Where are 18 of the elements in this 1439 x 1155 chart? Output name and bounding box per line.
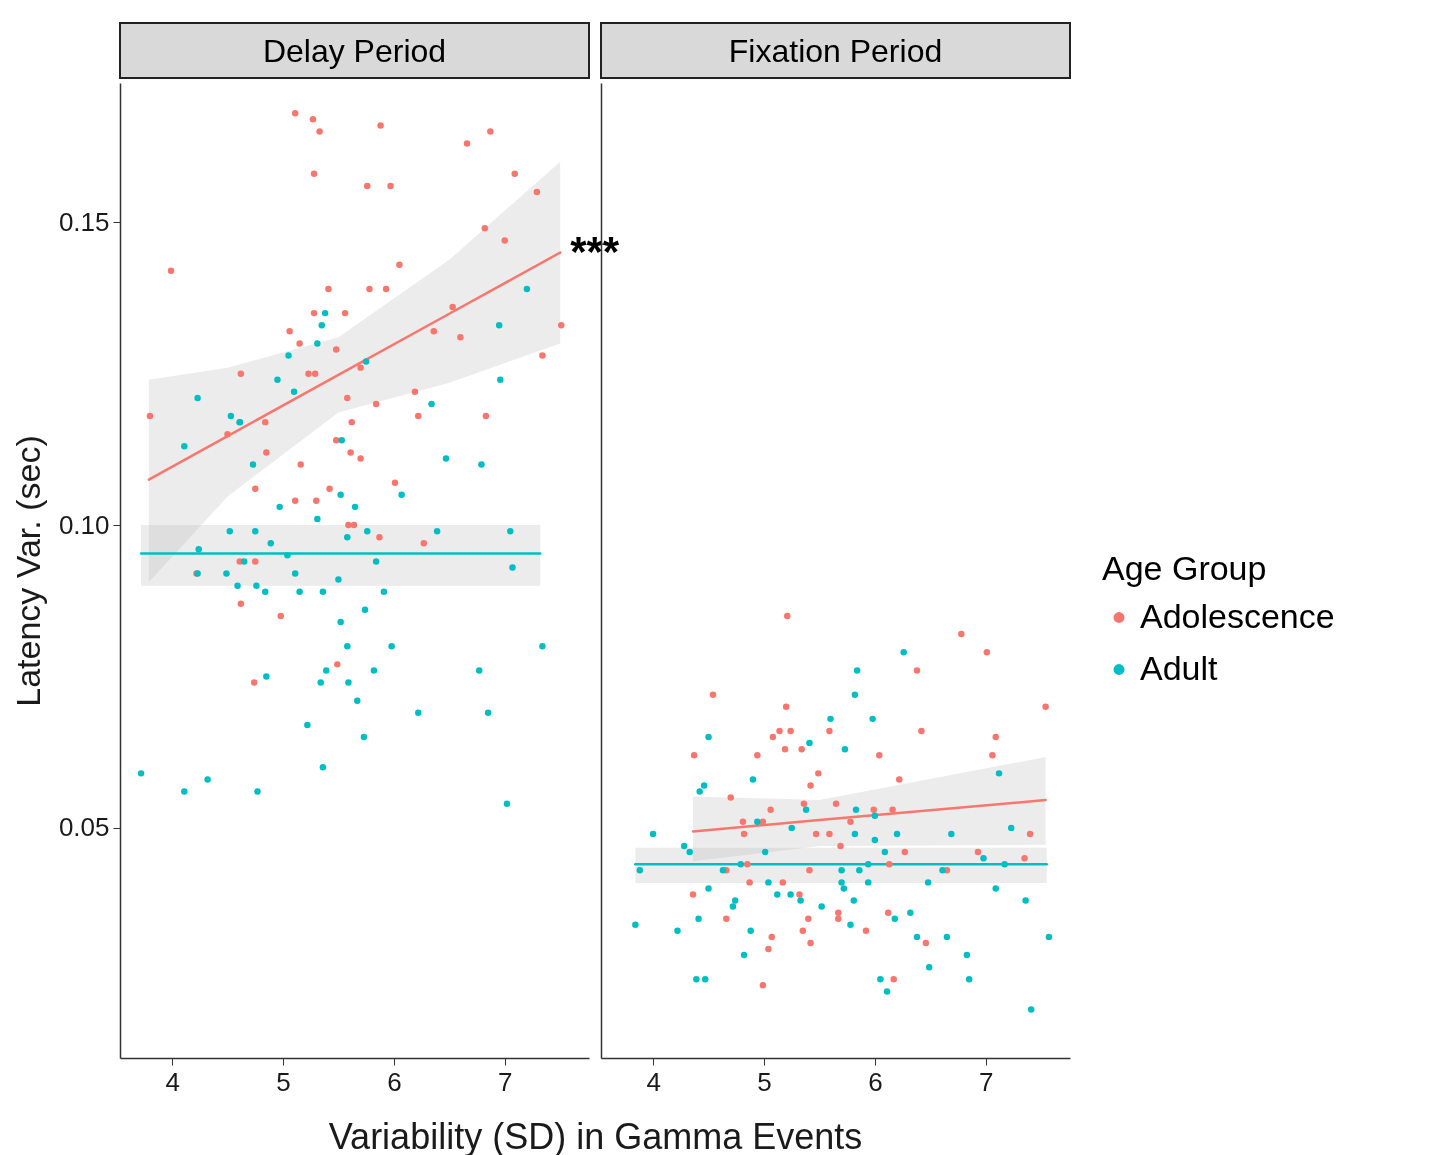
chart-title: Delay Period [262,33,447,69]
legend-title: Age Group [1102,548,1267,587]
y-tick-label: 0.15 [58,206,110,237]
y-tick-label: 0.10 [58,509,110,540]
x-tick-label: 7 [498,1066,513,1097]
x-tick-label: 4 [646,1066,661,1097]
line-series [147,251,562,481]
chart-title: Fixation Period [728,33,943,69]
legend-label: Adolescence [1140,596,1335,635]
x-tick-label: 5 [757,1066,772,1097]
x-tick-label: 4 [165,1066,180,1097]
y-tick-label: 0.05 [58,812,110,843]
x-tick-label: 6 [387,1066,402,1097]
y-axis-title: Latency Var. (sec) [8,435,47,707]
x-tick-label: 7 [979,1066,994,1097]
legend-label: Adult [1140,648,1219,687]
x-tick-label: 6 [868,1066,883,1097]
x-tick-label: 5 [276,1066,291,1097]
